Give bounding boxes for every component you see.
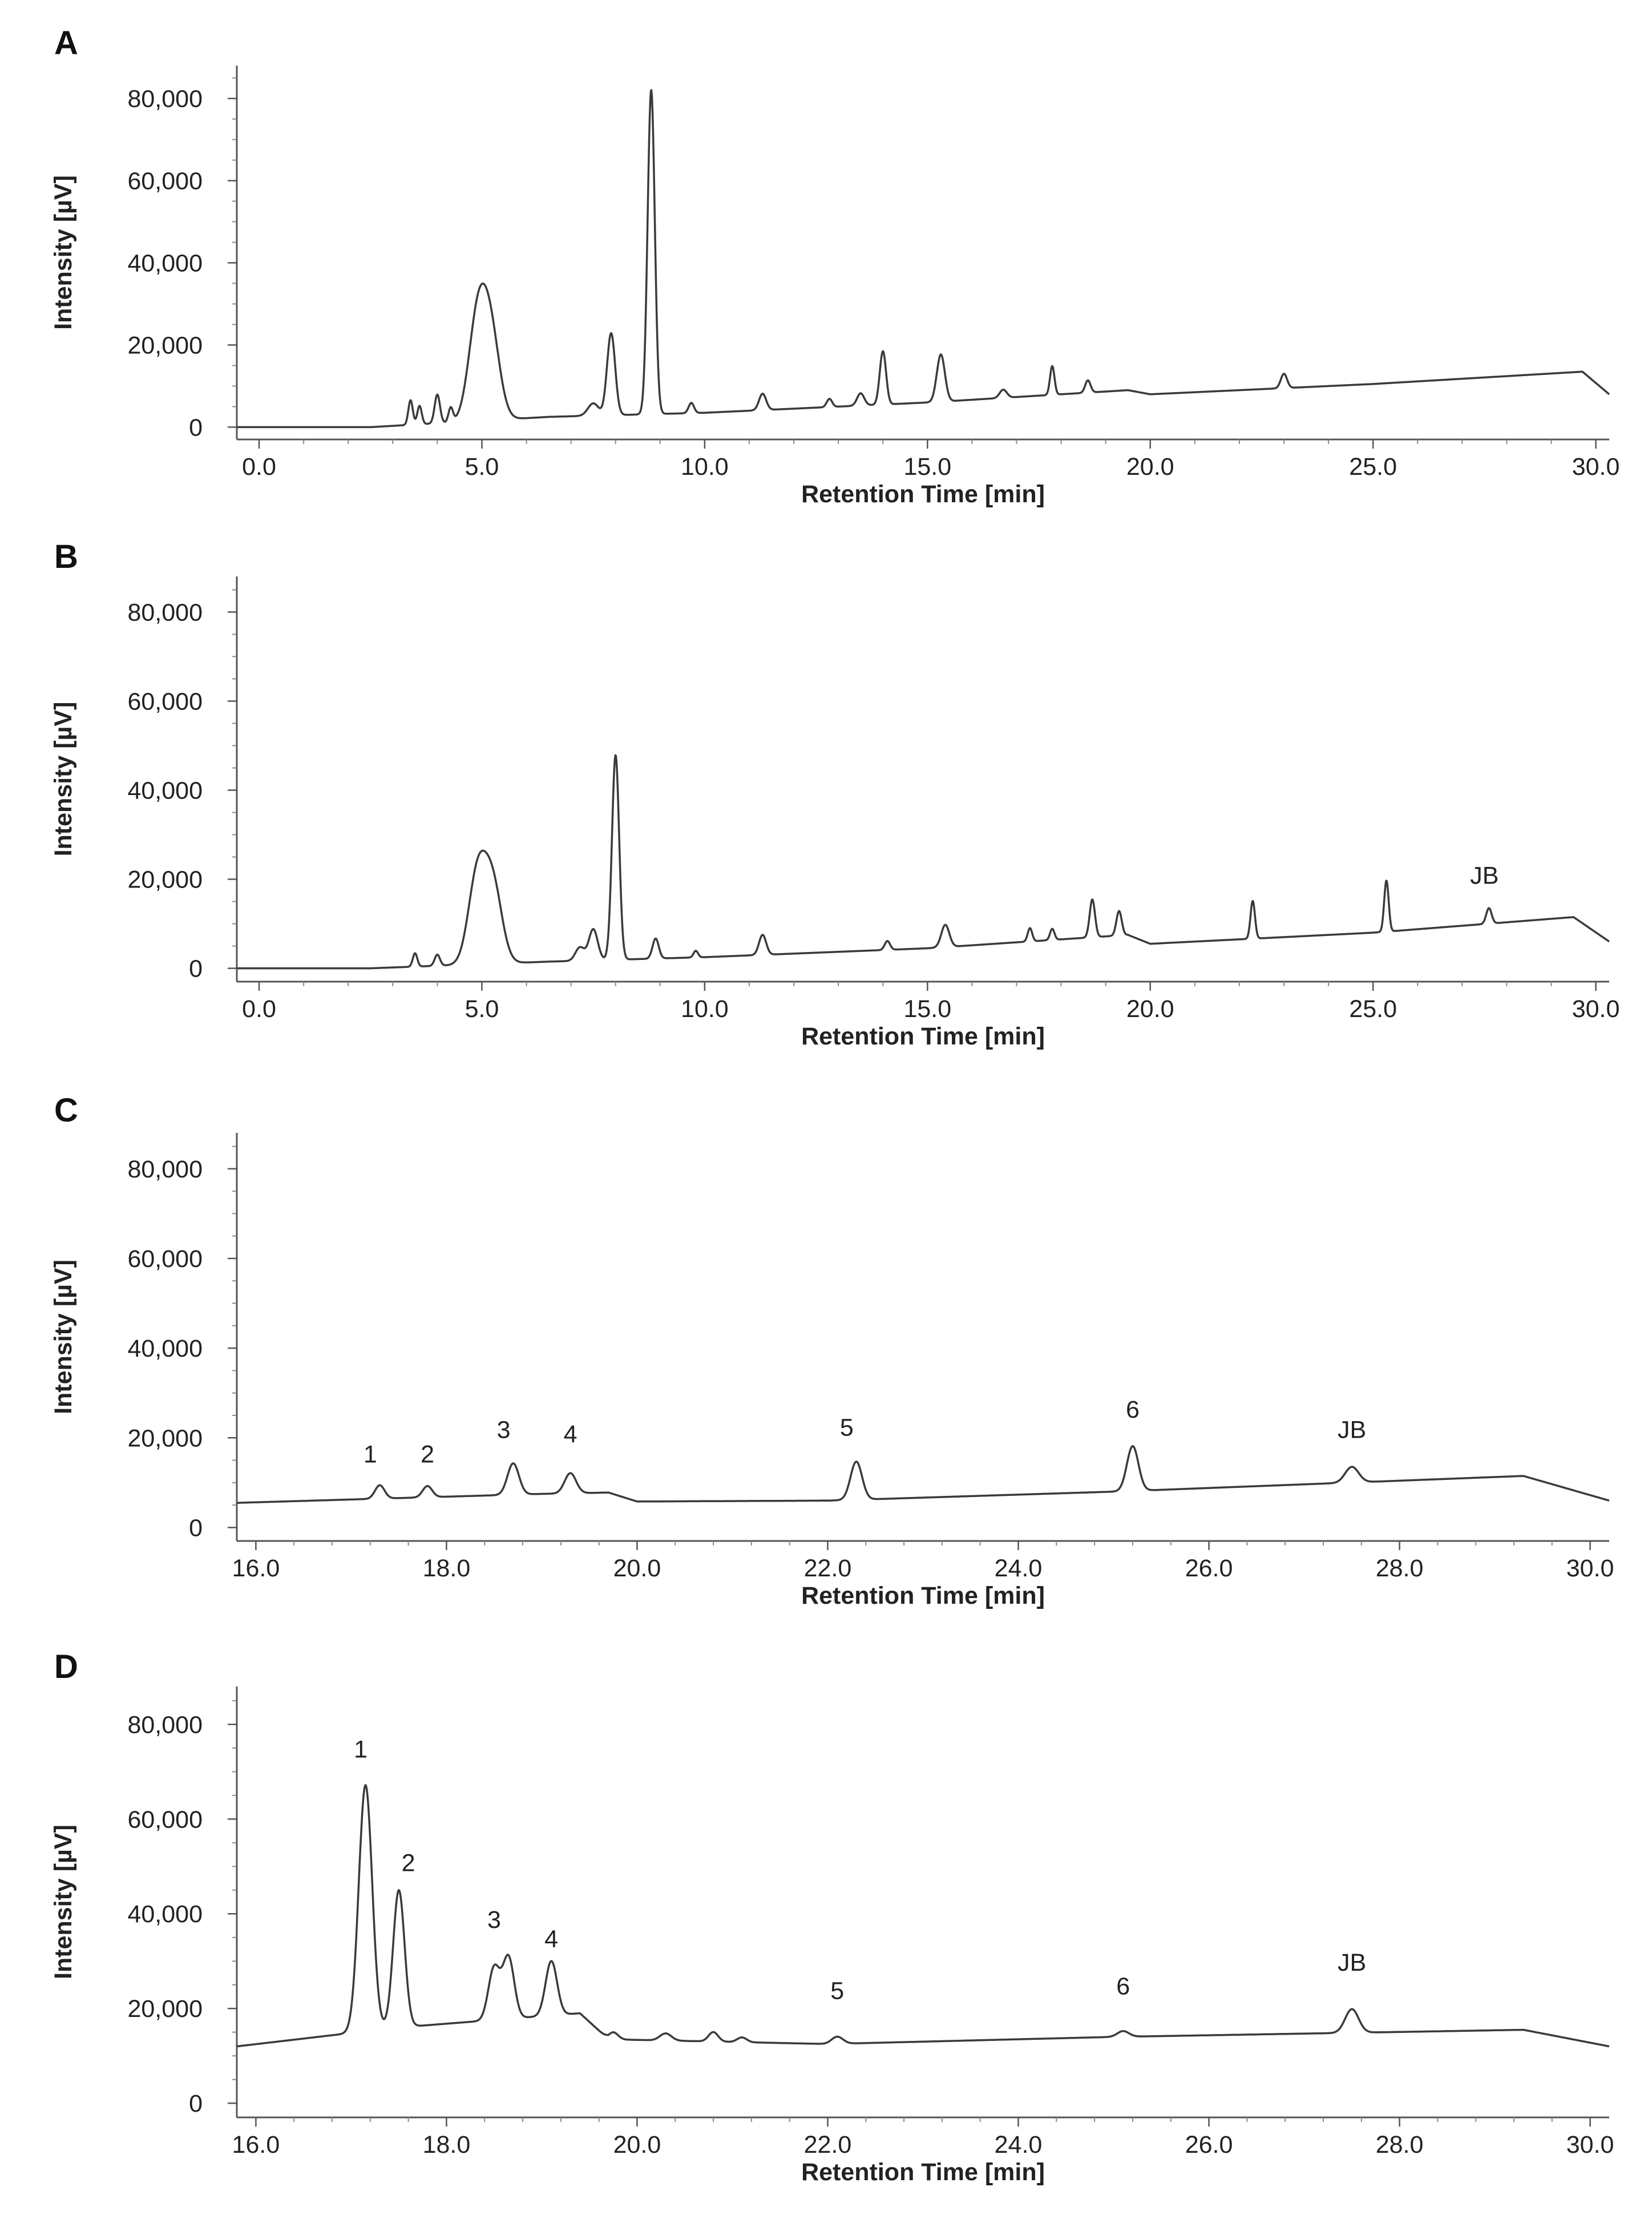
peak-label: 1 <box>363 1441 377 1468</box>
x-tick-label: 20.0 <box>1126 995 1174 1023</box>
x-axis-title: Retention Time [min] <box>801 1582 1045 1609</box>
y-tick-label: 0 <box>189 2090 203 2117</box>
peak-label: 4 <box>564 1421 577 1448</box>
y-tick-label: 40,000 <box>127 777 203 805</box>
x-tick-label: 30.0 <box>1566 2131 1614 2158</box>
y-tick-label: 20,000 <box>127 332 203 359</box>
x-tick-label: 18.0 <box>423 2131 471 2158</box>
peak-label: 2 <box>421 1441 434 1468</box>
x-axis-title: Retention Time [min] <box>801 1023 1045 1050</box>
x-tick-label: 16.0 <box>232 2131 280 2158</box>
x-tick-label: 20.0 <box>1126 453 1174 481</box>
peak-label: 4 <box>544 1925 558 1952</box>
x-tick-label: 0.0 <box>242 995 276 1023</box>
peak-label: JB <box>1470 862 1498 889</box>
x-tick-label: 18.0 <box>423 1555 471 1582</box>
peak-label: JB <box>1338 1416 1366 1443</box>
x-tick-label: 30.0 <box>1566 1555 1614 1582</box>
x-axis-title: Retention Time [min] <box>801 2158 1045 2186</box>
panel-D: D 16.0 18.0 20.0 22.0 24.0 26.0 28.0 30.0 0 20,000… <box>50 1648 1614 2186</box>
x-tick-label: 30.0 <box>1572 453 1620 481</box>
y-axis-title: Intensity [µV] <box>50 175 77 330</box>
y-tick-label: 60,000 <box>127 688 203 715</box>
x-tick-label: 10.0 <box>681 453 729 481</box>
x-tick-label: 30.0 <box>1572 995 1620 1023</box>
y-axis-title: Intensity [µV] <box>50 702 77 857</box>
x-tick-label: 24.0 <box>995 2131 1043 2158</box>
x-tick-label: 15.0 <box>903 453 951 481</box>
x-axis-title: Retention Time [min] <box>801 481 1045 508</box>
y-tick-label: 0 <box>189 414 203 441</box>
y-tick-label: 60,000 <box>127 1806 203 1833</box>
panel-B: B 0.0 5.0 10.0 15.0 20.0 25.0 30.0 0 20,000 40,000… <box>50 538 1619 1050</box>
y-tick-label: 40,000 <box>127 249 203 277</box>
peak-label: 5 <box>840 1414 854 1441</box>
peak-label: 5 <box>830 1978 844 2005</box>
panel-letter: C <box>54 1092 78 1129</box>
peak-label: 1 <box>354 1736 367 1763</box>
y-tick-label: 60,000 <box>127 168 203 195</box>
x-tick-label: 0.0 <box>242 453 276 481</box>
panel-C: C 16.0 18.0 20.0 22.0 24.0 26.0 28.0 30.0 0 20,000… <box>50 1092 1614 1609</box>
y-tick-label: 60,000 <box>127 1245 203 1273</box>
x-tick-label: 28.0 <box>1376 2131 1424 2158</box>
y-axis-title: Intensity [µV] <box>50 1260 77 1414</box>
y-tick-label: 20,000 <box>127 866 203 894</box>
y-tick-label: 0 <box>189 1514 203 1542</box>
panel-letter: D <box>54 1648 78 1685</box>
chromatogram-trace <box>236 1445 1610 1504</box>
x-tick-label: 22.0 <box>804 2131 852 2158</box>
x-tick-label: 5.0 <box>465 453 499 481</box>
panel-letter: B <box>54 538 78 575</box>
peak-label: 3 <box>497 1416 511 1443</box>
x-tick-label: 25.0 <box>1349 453 1397 481</box>
peak-label: 6 <box>1126 1396 1140 1423</box>
y-tick-label: 80,000 <box>127 599 203 626</box>
x-tick-label: 22.0 <box>804 1555 852 1582</box>
y-tick-label: 80,000 <box>127 1711 203 1738</box>
y-tick-label: 40,000 <box>127 1335 203 1362</box>
peak-label: JB <box>1338 1949 1366 1976</box>
x-tick-label: 20.0 <box>613 2131 661 2158</box>
x-tick-label: 16.0 <box>232 1555 280 1582</box>
peak-label: 6 <box>1116 1972 1130 2000</box>
x-tick-label: 20.0 <box>613 1555 661 1582</box>
x-tick-label: 24.0 <box>995 1555 1043 1582</box>
y-tick-label: 80,000 <box>127 86 203 113</box>
chromatogram-trace <box>236 1784 1610 2048</box>
y-tick-label: 20,000 <box>127 1995 203 2023</box>
y-tick-label: 20,000 <box>127 1425 203 1452</box>
peak-label: 2 <box>402 1850 415 1877</box>
y-tick-label: 40,000 <box>127 1901 203 1928</box>
x-tick-label: 26.0 <box>1185 1555 1233 1582</box>
x-tick-label: 5.0 <box>465 995 499 1023</box>
y-axis-title: Intensity [µV] <box>50 1825 77 1979</box>
panel-A: A 0.0 5.0 10.0 15.0 20.0 25.0 30.0 0 20,000 40,000… <box>50 25 1619 508</box>
x-tick-label: 10.0 <box>681 995 729 1023</box>
x-tick-label: 15.0 <box>903 995 951 1023</box>
chromatogram-trace <box>236 89 1610 429</box>
y-tick-label: 80,000 <box>127 1156 203 1183</box>
peak-label: 3 <box>487 1906 501 1934</box>
x-tick-label: 25.0 <box>1349 995 1397 1023</box>
panel-letter: A <box>54 25 78 62</box>
x-tick-label: 28.0 <box>1376 1555 1424 1582</box>
y-tick-label: 0 <box>189 955 203 983</box>
chromatogram-trace <box>236 754 1610 970</box>
x-tick-label: 26.0 <box>1185 2131 1233 2158</box>
